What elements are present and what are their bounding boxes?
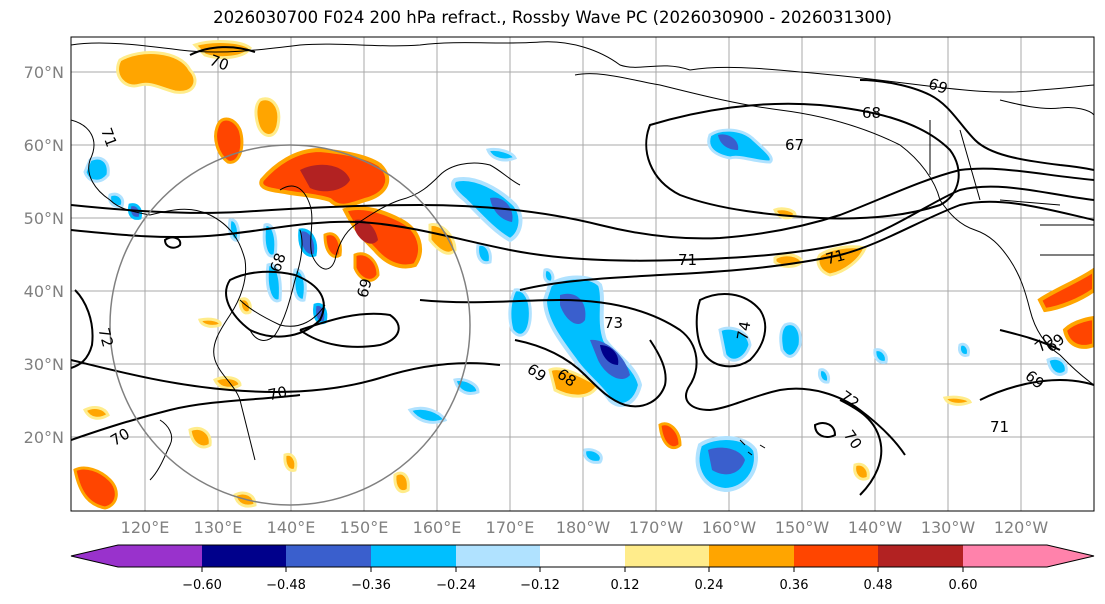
lat-tick-label: 30°N	[24, 355, 64, 374]
colorbar-tick-label: −0.36	[351, 578, 391, 593]
positive-anomaly-shading	[73, 40, 1094, 510]
lon-tick-label: 170°W	[629, 518, 684, 537]
lon-tick-label: 170°E	[486, 518, 535, 537]
colorbar-tick-label: 0.60	[949, 578, 978, 593]
colorbar-ticks	[201, 567, 964, 572]
contour-label: 67	[785, 136, 804, 154]
lon-tick-label: 180°W	[556, 518, 611, 537]
colorbar-tick-label: −0.48	[266, 578, 306, 593]
lon-tick-label: 160°E	[413, 518, 462, 537]
contour-labels: 70 71 71 71 72 68 69 69 67 68 73 74 69 6…	[94, 51, 1068, 453]
contour-label: 73	[604, 314, 623, 332]
lat-tick-label: 50°N	[24, 209, 64, 228]
contour-label: 69	[926, 74, 950, 97]
colorbar-extend-high	[1047, 545, 1094, 567]
colorbar-segment	[540, 545, 625, 567]
contour-label: 70	[207, 51, 231, 74]
colorbar-tick-label: 0.24	[695, 578, 724, 593]
lon-tick-label: 150°W	[775, 518, 830, 537]
coastlines	[71, 41, 1094, 481]
colorbar-segment	[963, 545, 1048, 567]
colorbar-tick-label: −0.12	[520, 578, 560, 593]
lat-tick-label: 60°N	[24, 136, 64, 155]
colorbar-tick-label: 0.12	[611, 578, 640, 593]
contour-label: 72	[94, 326, 116, 349]
lat-tick-label: 20°N	[24, 428, 64, 447]
lon-tick-label: 130°W	[921, 518, 976, 537]
colorbar-segment	[118, 545, 203, 567]
colorbar-outline	[70, 544, 1095, 568]
lon-tick-label: 160°W	[702, 518, 757, 537]
colorbar-segment	[371, 545, 456, 567]
lon-tick-label: 140°W	[848, 518, 903, 537]
colorbar-extend-low	[71, 545, 118, 567]
lon-tick-label: 120°E	[121, 518, 170, 537]
contour-label: 68	[266, 250, 289, 274]
colorbar-segment	[625, 545, 710, 567]
contour-label: 71	[97, 125, 120, 149]
colorbar-tick-label: 0.36	[780, 578, 809, 593]
contour-label: 70	[266, 383, 288, 405]
lat-tick-label: 40°N	[24, 282, 64, 301]
colorbar-segment	[202, 545, 287, 567]
reference-circle	[109, 144, 471, 506]
gridlines	[71, 37, 1094, 511]
longitude-labels: 120°E 130°E 140°E 150°E 160°E 170°E 180°…	[121, 518, 1049, 537]
map-panel: 70 71 71 71 72 68 69 69 67 68 73 74 69 6…	[70, 36, 1095, 512]
colorbar-tick-label: −0.60	[182, 578, 222, 593]
contour-label: 71	[824, 246, 847, 268]
lon-tick-label: 130°E	[194, 518, 243, 537]
lon-tick-label: 140°E	[267, 518, 316, 537]
colorbar-segment	[286, 545, 371, 567]
map-frame	[70, 36, 1095, 512]
colorbar-segment	[794, 545, 879, 567]
contour-label: 69	[353, 277, 375, 300]
lon-tick-label: 120°W	[994, 518, 1049, 537]
colorbar-segment	[878, 545, 963, 567]
map-title: 2026030700 F024 200 hPa refract., Rossby…	[213, 8, 892, 27]
colorbar-tick-label: 0.48	[864, 578, 893, 593]
contour-label: 68	[862, 104, 881, 122]
lon-tick-label: 150°E	[340, 518, 389, 537]
contour-label: 71	[678, 251, 697, 269]
colorbar-segment	[709, 545, 794, 567]
latitude-labels: 70°N 60°N 50°N 40°N 30°N 20°N	[24, 63, 64, 447]
contour-label: 71	[990, 418, 1009, 436]
colorbar-segment	[456, 545, 541, 567]
lat-tick-label: 70°N	[24, 63, 64, 82]
contour-lines	[71, 46, 1094, 496]
colorbar: −0.60 −0.48 −0.36 −0.24 −0.12 0.12 0.24 …	[70, 544, 1095, 593]
contour-label: 74	[733, 320, 754, 342]
colorbar-tick-label: −0.24	[436, 578, 476, 593]
